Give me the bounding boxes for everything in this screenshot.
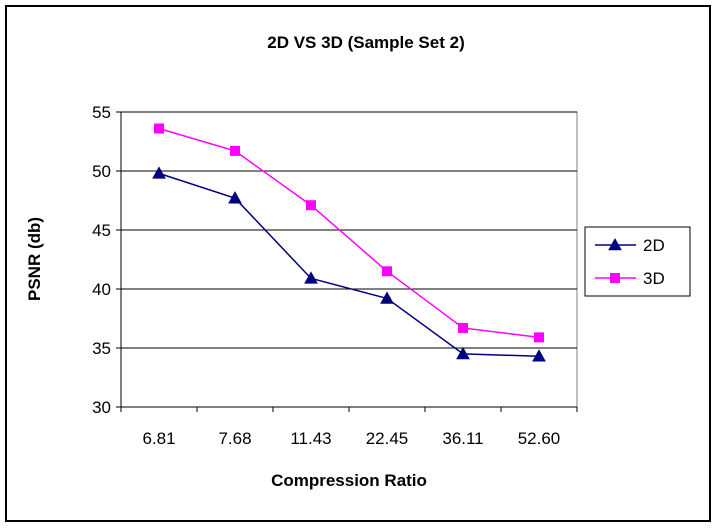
data-point [304,271,318,284]
x-tick-label: 6.81 [142,429,175,448]
legend-label: 2D [643,236,665,255]
x-tick-label: 11.43 [290,429,331,448]
legend-label: 3D [643,269,665,288]
x-axis: 6.81 7.68 11.43 22.45 36.11 52.60 [120,406,578,448]
x-tick-label: 52.60 [518,429,561,448]
x-axis-title: Compression Ratio [271,471,427,490]
chart-title: 2D VS 3D (Sample Set 2) [267,33,464,52]
legend-box [584,226,691,297]
legend-item-3d: 3D [595,269,665,288]
data-point [458,322,468,333]
series-line [158,127,540,339]
x-tick-label: 7.68 [218,429,251,448]
data-point [532,349,546,362]
series-line [158,172,540,358]
data-point [154,123,164,134]
data-point [228,191,242,204]
y-tick-label: 40 [92,280,111,299]
legend: 2D 3D [584,226,691,297]
data-point [382,266,392,277]
y-axis-title: PSNR (db) [25,217,44,301]
y-tick-label: 45 [92,221,111,240]
legend-marker [610,273,620,283]
legend-item-2d: 2D [595,236,665,255]
y-tick-label: 35 [92,339,111,358]
legend-marker [608,237,622,251]
x-tick-label: 22.45 [366,429,409,448]
data-point [456,346,470,360]
plot-area [120,111,578,408]
data-point [152,166,166,179]
y-tick-label: 50 [92,162,111,181]
series-2d [152,166,546,362]
y-tick-label: 55 [92,103,111,122]
y-tick-label: 30 [92,398,111,417]
y-axis: 30 35 40 45 50 55 [92,103,122,417]
data-point [230,145,240,156]
data-point [306,200,316,211]
data-point [380,291,394,304]
series-3d [154,123,544,343]
data-point [534,332,544,343]
series-layer [152,123,546,362]
x-tick-label: 36.11 [442,429,483,448]
